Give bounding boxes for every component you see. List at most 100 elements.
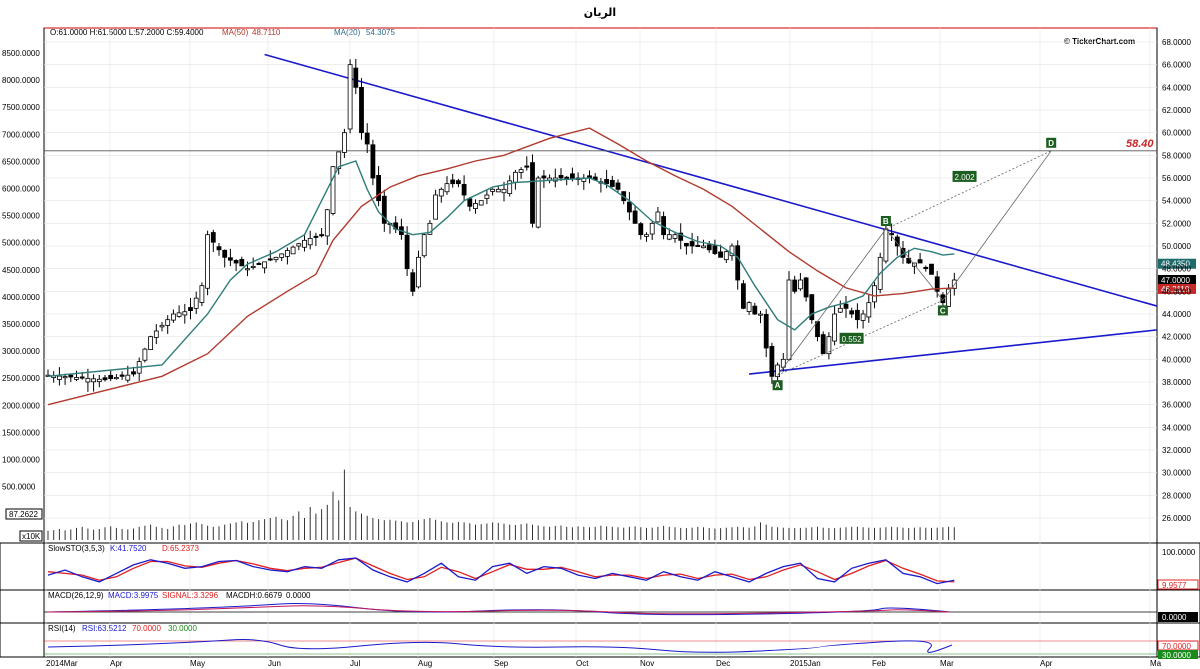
- lower-trendline: [749, 329, 1158, 375]
- x-axis-label: 2014Mar: [46, 659, 78, 668]
- candle-body: [855, 309, 860, 321]
- candle-body: [495, 188, 501, 193]
- right-axis-label: 46.0000: [1162, 287, 1191, 296]
- candle-body: [632, 210, 638, 224]
- left-axis-label: 6500.0000: [2, 157, 40, 166]
- candle-body: [786, 279, 792, 361]
- candle-body: [455, 180, 461, 185]
- candle-body: [849, 310, 855, 315]
- right-axis-label: 26.0000: [1162, 514, 1191, 523]
- right-axis-label: 28.0000: [1162, 491, 1191, 500]
- left-axis-label: 5500.0000: [2, 212, 40, 221]
- x-axis-label: Sep: [494, 659, 509, 668]
- stoch-k: K:41.7520: [110, 544, 147, 553]
- candle-body: [159, 324, 165, 328]
- x-axis-label: Apr: [1040, 659, 1053, 668]
- candle-body: [484, 194, 490, 199]
- macd-value: MACD:3.9975: [108, 591, 159, 600]
- right-axis-label: 38.0000: [1162, 378, 1191, 387]
- candle-body: [68, 374, 74, 378]
- candle-body: [102, 377, 108, 381]
- rsi-label: RSI(14): [48, 624, 76, 633]
- left-axis-label: 7500.0000: [2, 103, 40, 112]
- candle-body: [319, 234, 325, 237]
- candle-body: [210, 232, 216, 243]
- price-tag-box: [1158, 258, 1196, 269]
- candle-body: [541, 175, 547, 179]
- pattern-point-box: [1046, 137, 1057, 148]
- axis-labels: 68.0000 66.0000 64.0000 62.0000 60.0000 58.00…: [2, 38, 1191, 668]
- x-axis-label: Mar: [940, 659, 954, 668]
- right-axis-label: 64.0000: [1162, 83, 1191, 92]
- left-axis-label: 2500.0000: [2, 374, 40, 383]
- right-axis-label: 56.0000: [1162, 174, 1191, 183]
- stoch-axis-top: 100.0000: [1162, 548, 1196, 557]
- trend-lines: [44, 53, 1158, 375]
- candle-body: [233, 260, 239, 264]
- candle-body: [843, 303, 849, 309]
- candle-body: [170, 313, 176, 321]
- candle-body: [148, 336, 154, 350]
- candle-body: [524, 165, 530, 168]
- candle-body: [96, 378, 102, 383]
- pattern-point-box: [772, 380, 783, 391]
- candle-body: [433, 194, 439, 220]
- candle-body: [792, 279, 798, 292]
- pattern-point-B: B: [883, 217, 889, 226]
- ratio-label: 0.552: [842, 335, 863, 344]
- candle-body: [461, 184, 467, 196]
- candle-body: [364, 132, 370, 145]
- ratio-line-bd: [885, 150, 1052, 230]
- candle-body: [769, 346, 775, 377]
- candle-body: [564, 176, 570, 179]
- right-axis-label: 60.0000: [1162, 129, 1191, 138]
- candle-body: [336, 151, 342, 169]
- candle-body: [416, 256, 421, 288]
- right-axis-label: 44.0000: [1162, 310, 1191, 319]
- candle-body: [324, 209, 330, 237]
- left-axis-label: 1500.0000: [2, 428, 40, 437]
- candle-body: [347, 64, 353, 130]
- candle-body: [860, 313, 866, 321]
- candle-body: [216, 246, 222, 251]
- candle-body: [570, 173, 575, 179]
- candle-body: [701, 245, 706, 249]
- candle-body: [239, 259, 245, 267]
- candle-body: [125, 374, 131, 381]
- left-axis-label: 2000.0000: [2, 401, 40, 410]
- x-axis-label: Oct: [576, 659, 589, 668]
- candle-body: [188, 307, 193, 312]
- candle-body: [330, 166, 336, 214]
- candle-body: [712, 245, 718, 254]
- candle-body: [684, 242, 689, 247]
- candle-body: [530, 162, 535, 224]
- chart-title: الريان: [583, 7, 617, 19]
- candle-body: [644, 234, 649, 237]
- candle-body: [917, 259, 923, 264]
- volume-tag-box: [5, 508, 43, 520]
- candle-body: [421, 234, 427, 257]
- left-axis-label: 4500.0000: [2, 266, 40, 275]
- x-axis-label: Jun: [268, 659, 281, 668]
- candle-body: [284, 250, 290, 257]
- x-axis-label: 2015Jan: [790, 659, 821, 668]
- candle-body: [307, 238, 313, 246]
- right-axis-label: 50.0000: [1162, 242, 1191, 251]
- left-axis-label: 7000.0000: [2, 130, 40, 139]
- macd-tag: 0.0000: [1162, 613, 1187, 622]
- candle-body: [478, 200, 484, 206]
- candle-body: [381, 195, 387, 224]
- stoch-label: SlowSTO(3,5,3): [48, 544, 105, 553]
- left-axis-label: 3500.0000: [2, 320, 40, 329]
- x-axis-label: Feb: [872, 659, 886, 668]
- right-axis-label: 58.0000: [1162, 151, 1191, 160]
- candle-body: [672, 234, 678, 239]
- candle-body: [832, 313, 837, 342]
- leg-ab: [777, 228, 887, 376]
- rsi-panel-frame: [0, 622, 1200, 658]
- candle-body: [245, 268, 250, 271]
- price-panel-frame: [43, 27, 1158, 544]
- candle-body: [404, 234, 410, 270]
